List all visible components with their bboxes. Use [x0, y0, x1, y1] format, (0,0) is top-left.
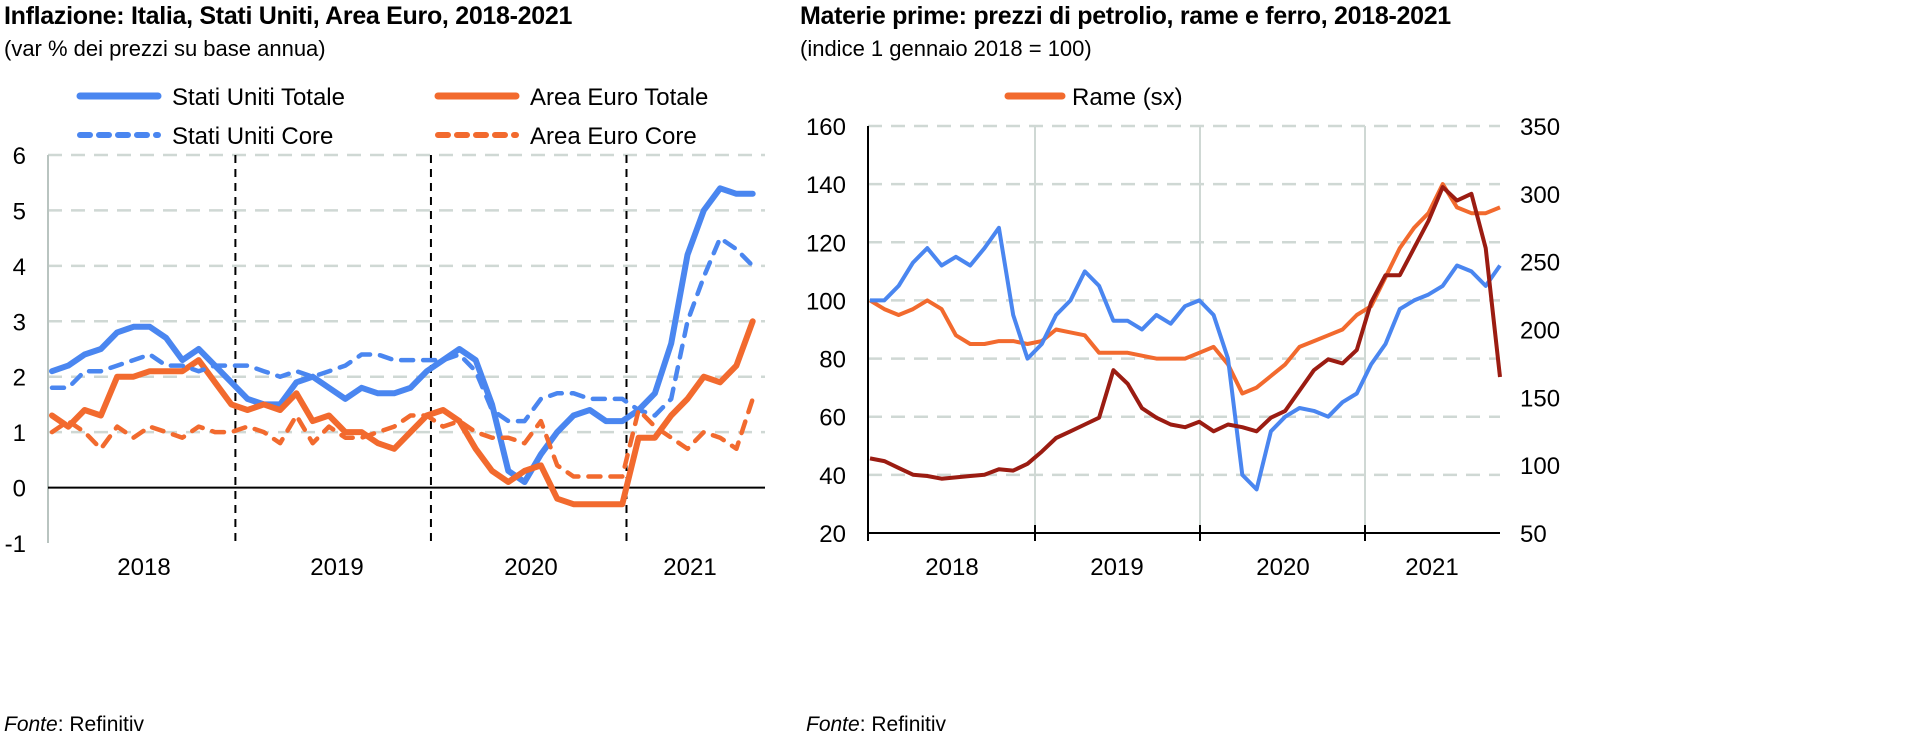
left-chart-title: Inflazione: Italia, Stati Uniti, Area Eu…	[4, 2, 573, 30]
y-tick-label: 0	[13, 476, 26, 503]
source-label: Fonte	[806, 713, 860, 736]
y-tick-label: 1	[13, 420, 26, 447]
series-line-area-euro-core	[49, 396, 755, 479]
y-tick-label: 120	[806, 230, 846, 257]
source-text: : Refinitiv	[57, 713, 145, 736]
legend-label: Rame (sx)	[1072, 84, 1183, 111]
series-line-rame-sx-	[868, 182, 1501, 396]
y2-tick-label: 200	[1520, 318, 1560, 345]
legend-label: Stati Uniti Core	[172, 123, 333, 150]
source-label: Fonte	[4, 713, 58, 736]
legend-label: Area Euro Core	[530, 123, 697, 150]
series-line-stati-uniti-core	[49, 235, 755, 424]
x-tick-label: 2018	[925, 554, 978, 581]
y-tick-label: 3	[13, 309, 26, 336]
y-tick-label: 5	[13, 198, 26, 225]
right-chart-subtitle: (indice 1 gennaio 2018 = 100)	[800, 36, 1092, 61]
legend-label: Stati Uniti Totale	[172, 84, 345, 111]
y2-tick-label: 100	[1520, 453, 1560, 480]
x-tick-label: 2019	[1090, 554, 1143, 581]
y-tick-label: 100	[806, 288, 846, 315]
series-line-series-1	[870, 225, 1502, 492]
y2-tick-label: 50	[1520, 521, 1547, 548]
y-tick-label: -1	[5, 531, 26, 558]
x-tick-label: 2018	[117, 554, 170, 581]
y-tick-label: 4	[13, 254, 26, 281]
y-tick-label: 160	[806, 114, 846, 141]
y-tick-label: 2	[13, 365, 26, 392]
x-tick-label: 2020	[1256, 554, 1309, 581]
series-line-series-2	[869, 185, 1502, 481]
legend-label: Area Euro Totale	[530, 84, 708, 111]
y-tick-label: 80	[819, 347, 846, 374]
y2-tick-label: 150	[1520, 385, 1560, 412]
x-tick-label: 2021	[1405, 554, 1458, 581]
y-tick-label: 40	[819, 463, 846, 490]
x-tick-label: 2020	[504, 554, 557, 581]
series-line-area-euro-totale	[49, 318, 756, 508]
y-tick-label: 140	[806, 172, 846, 199]
y2-tick-label: 250	[1520, 250, 1560, 277]
x-tick-label: 2021	[663, 554, 716, 581]
right-chart-title: Materie prime: prezzi di petrolio, rame …	[800, 2, 1451, 30]
source-text: : Refinitiv	[859, 713, 947, 736]
y2-tick-label: 300	[1520, 182, 1560, 209]
y-tick-label: 20	[819, 521, 846, 548]
y2-tick-label: 350	[1520, 114, 1560, 141]
left-chart-source: Fonte: Refinitiv	[4, 713, 144, 737]
right-chart-source: Fonte: Refinitiv	[806, 713, 946, 737]
left-chart-subtitle: (var % dei prezzi su base annua)	[4, 36, 326, 61]
y-tick-label: 6	[13, 143, 26, 170]
y-tick-label: 60	[819, 405, 846, 432]
x-tick-label: 2019	[310, 554, 363, 581]
